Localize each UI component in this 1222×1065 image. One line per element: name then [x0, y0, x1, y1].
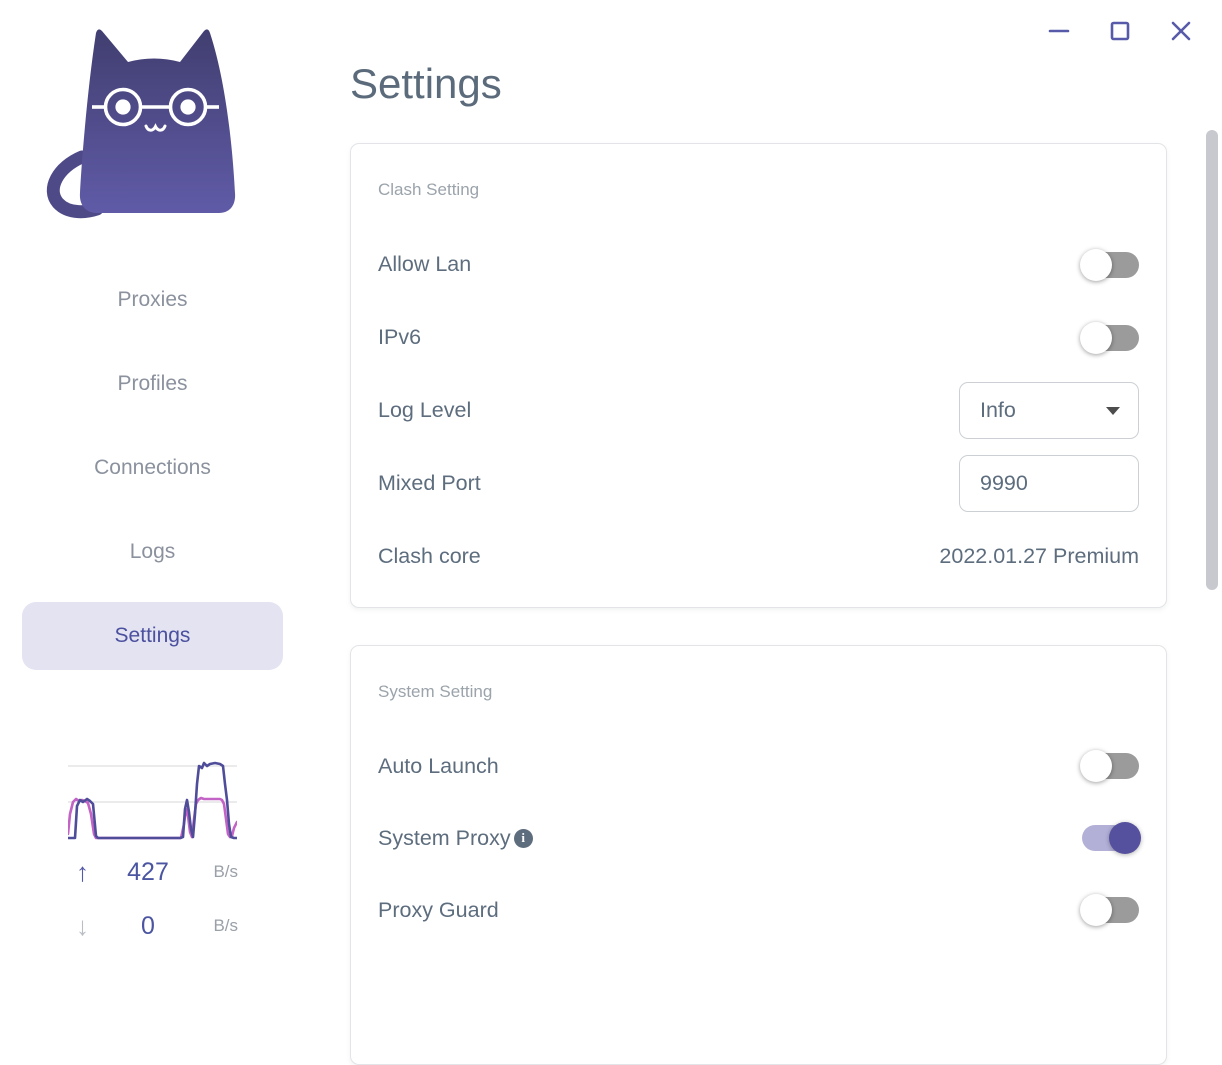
system-proxy-toggle[interactable] — [1082, 822, 1141, 854]
scrollbar-thumb[interactable] — [1206, 130, 1218, 590]
toggle-thumb — [1080, 321, 1112, 354]
download-speed-row: ↓ 0 B/s — [64, 910, 240, 942]
mixed-port-label: Mixed Port — [378, 471, 481, 495]
traffic-graph — [68, 761, 237, 840]
system-proxy-row: System Proxy i — [378, 802, 1141, 874]
system-setting-card: System Setting Auto Launch System Proxy … — [350, 645, 1167, 1065]
system-proxy-label-text: System Proxy — [378, 825, 511, 850]
sidebar-item-logs[interactable]: Logs — [129, 540, 176, 563]
mixed-port-row: Mixed Port — [378, 447, 1139, 520]
chevron-down-icon — [1106, 406, 1120, 415]
close-icon — [1171, 21, 1191, 41]
sidebar-item-settings[interactable]: Settings — [22, 602, 283, 670]
arrow-up-icon: ↑ — [76, 856, 89, 887]
clash-core-label: Clash core — [378, 544, 481, 568]
proxy-guard-label: Proxy Guard — [378, 897, 499, 922]
auto-launch-row: Auto Launch — [378, 730, 1139, 802]
arrow-down-icon: ↓ — [76, 910, 89, 941]
auto-launch-label: Auto Launch — [378, 753, 499, 778]
sidebar-item-proxies[interactable]: Proxies — [117, 288, 188, 311]
proxy-guard-toggle[interactable] — [1080, 894, 1139, 926]
toggle-thumb — [1080, 750, 1112, 782]
toggle-thumb — [1109, 822, 1141, 854]
ipv6-label: IPv6 — [378, 325, 422, 349]
upload-speed-unit: B/s — [213, 862, 238, 881]
glasses-lens-right — [168, 87, 208, 127]
maximize-icon — [1110, 21, 1130, 41]
cat-body — [79, 29, 236, 214]
clash-core-version: 2022.01.27 Premium — [939, 544, 1139, 568]
close-button[interactable] — [1168, 18, 1194, 44]
download-speed-unit: B/s — [213, 916, 238, 935]
proxy-guard-row: Proxy Guard — [378, 874, 1139, 946]
ipv6-toggle[interactable] — [1080, 321, 1139, 354]
maximize-button[interactable] — [1107, 18, 1133, 44]
download-speed-value: 0 — [141, 911, 155, 940]
allow-lan-toggle[interactable] — [1080, 248, 1139, 281]
auto-launch-toggle[interactable] — [1080, 750, 1139, 782]
sidebar-item-profiles[interactable]: Profiles — [117, 372, 188, 395]
card-title: System Setting — [378, 682, 493, 701]
card-title: Clash Setting — [378, 180, 480, 199]
clash-cat-logo — [46, 29, 236, 219]
toggle-thumb — [1080, 894, 1112, 926]
cat-mouth — [144, 123, 167, 132]
mixed-port-input[interactable] — [959, 455, 1139, 512]
upload-speed-row: ↑ 427 B/s — [64, 856, 240, 888]
minimize-icon — [1048, 29, 1070, 33]
allow-lan-row: Allow Lan — [378, 228, 1139, 301]
info-icon[interactable]: i — [513, 828, 533, 848]
cat-tail — [46, 150, 104, 219]
ipv6-row: IPv6 — [378, 301, 1139, 374]
glasses-lens-left — [103, 87, 143, 127]
sidebar-item-connections[interactable]: Connections — [94, 456, 211, 479]
toggle-thumb — [1080, 248, 1112, 281]
page-title: Settings — [350, 60, 502, 107]
log-level-value: Info — [980, 398, 1016, 422]
allow-lan-label: Allow Lan — [378, 252, 472, 276]
clash-core-row: Clash core 2022.01.27 Premium — [378, 520, 1139, 593]
clash-setting-card: Clash Setting Allow Lan IPv6 Log Level I… — [350, 143, 1167, 608]
minimize-button[interactable] — [1046, 18, 1072, 44]
system-proxy-label: System Proxy i — [378, 826, 533, 851]
log-level-row: Log Level Info — [378, 374, 1139, 447]
upload-speed-value: 427 — [127, 857, 169, 886]
log-level-select[interactable]: Info — [959, 382, 1139, 439]
log-level-label: Log Level — [378, 398, 472, 422]
cat-eye-right — [180, 99, 196, 115]
cat-eye-left — [115, 99, 131, 115]
traffic-upload-line — [68, 761, 237, 840]
